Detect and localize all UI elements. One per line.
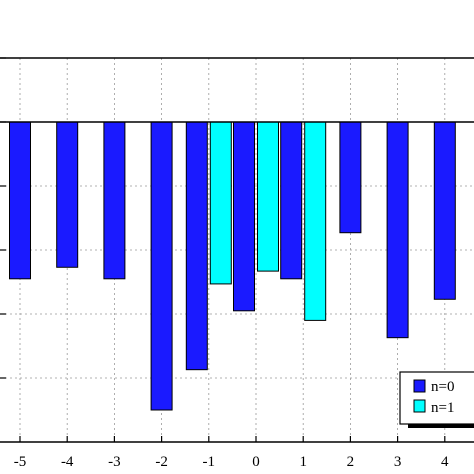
bar-n0-x0 xyxy=(233,121,255,312)
bar-n0-x-2 xyxy=(150,121,173,411)
x-tick-label: -5 xyxy=(14,454,27,470)
bar-n1-x1 xyxy=(304,121,327,321)
x-tick-label: 1 xyxy=(299,454,307,470)
axes xyxy=(0,57,474,443)
legend-label-n0: n=0 xyxy=(431,379,454,395)
x-tick-label: 2 xyxy=(347,454,355,470)
bar-n0-x-4 xyxy=(56,121,79,268)
bar-n0-x-5 xyxy=(9,121,31,280)
x-tick-label: 0 xyxy=(252,454,260,470)
x-tick-label: 3 xyxy=(394,454,402,470)
x-tick-label: -1 xyxy=(203,454,216,470)
legend: n=0 n=1 xyxy=(399,371,474,428)
legend-label-n1: n=1 xyxy=(431,400,454,416)
bar-n0-x-3 xyxy=(103,121,126,280)
legend-box xyxy=(399,371,474,425)
legend-swatch-n1 xyxy=(413,399,426,413)
bar-n0-x2 xyxy=(339,121,362,234)
bar-n0-x1 xyxy=(280,121,303,280)
bar-layer xyxy=(9,121,456,411)
legend-swatch-n0 xyxy=(413,379,426,393)
legend-shadow xyxy=(408,424,474,428)
bar-n0-x4 xyxy=(433,121,456,300)
x-tick-label: -2 xyxy=(155,454,168,470)
x-tick-label: 4 xyxy=(441,454,449,470)
x-tick-label: -4 xyxy=(61,454,74,470)
bar-n1-x-1 xyxy=(209,121,232,285)
x-tick-labels: -5 -4 -3 -2 -1 0 1 2 3 4 xyxy=(14,454,449,470)
bar-n1-x0 xyxy=(257,121,279,272)
bar-n0-x3 xyxy=(386,121,409,339)
bar-n0-x-1 xyxy=(185,121,208,371)
x-tick-label: -3 xyxy=(108,454,121,470)
